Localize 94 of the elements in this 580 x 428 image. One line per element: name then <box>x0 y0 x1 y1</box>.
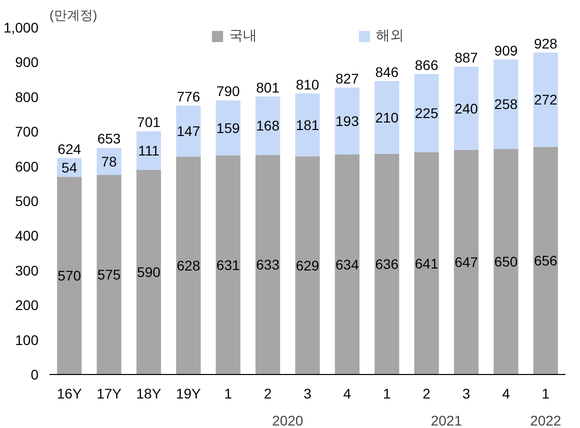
y-tick-label: 0 <box>30 366 39 382</box>
data-label: 629 <box>296 257 320 274</box>
bar <box>96 148 122 175</box>
bar <box>334 154 360 374</box>
data-label: 168 <box>256 118 280 134</box>
total-label: 909 <box>494 42 518 58</box>
data-label: 631 <box>216 257 240 274</box>
y-tick-label: 900 <box>15 54 39 70</box>
x-tick-label: 1 <box>382 386 391 402</box>
data-label: 647 <box>454 254 478 270</box>
data-label: 636 <box>375 256 399 272</box>
legend-label: 국내 <box>229 27 257 45</box>
bar <box>57 176 82 374</box>
x-tick-label: 3 <box>462 386 470 402</box>
data-label: 159 <box>216 120 240 136</box>
total-label: 866 <box>414 56 438 73</box>
data-label: 111 <box>138 142 160 159</box>
bar <box>374 80 400 154</box>
bar <box>374 154 400 374</box>
data-label: 258 <box>494 96 518 112</box>
bar <box>256 154 280 374</box>
total-label: 801 <box>256 79 280 96</box>
data-label: 575 <box>97 266 121 283</box>
x-tick-label: 1 <box>224 386 232 402</box>
total-label: 624 <box>58 140 82 157</box>
data-label: 147 <box>176 123 200 140</box>
bar <box>136 170 162 374</box>
bar <box>414 74 439 152</box>
legend-label: 해외 <box>376 27 404 45</box>
bar <box>494 148 518 374</box>
data-label: 193 <box>336 113 360 130</box>
bar <box>533 52 558 147</box>
data-label: 641 <box>414 255 438 272</box>
total-label: 653 <box>97 130 121 147</box>
data-label: 78 <box>101 153 118 170</box>
bar <box>295 156 320 374</box>
bar <box>136 131 162 170</box>
total-label: 887 <box>454 50 478 66</box>
text: 2020 <box>272 412 304 428</box>
x-tick-label: 18Y <box>136 386 162 402</box>
data-label: 54 <box>62 159 78 176</box>
data-label: 633 <box>256 256 280 273</box>
bar <box>216 156 240 374</box>
data-label: 225 <box>414 105 438 122</box>
bar <box>494 59 518 149</box>
bar <box>176 156 201 374</box>
bar <box>334 88 360 154</box>
data-label: 570 <box>58 268 82 284</box>
total-label: 776 <box>176 88 200 104</box>
bar <box>216 100 240 156</box>
y-tick-label: 200 <box>15 297 39 314</box>
text: 2022 <box>530 412 562 428</box>
x-tick-label: 4 <box>502 386 510 402</box>
y-axis-title: (만계정) <box>50 8 98 22</box>
y-tick-label: 600 <box>15 158 39 174</box>
x-tick-label: 2 <box>422 386 431 402</box>
bar <box>176 106 201 157</box>
x-tick-label: 17Y <box>96 386 122 402</box>
bar <box>533 146 558 374</box>
bar <box>256 96 280 155</box>
y-tick-label: 800 <box>15 88 39 105</box>
data-label: 272 <box>534 92 558 108</box>
data-label: 628 <box>176 258 200 274</box>
text: 2021 <box>430 412 462 428</box>
x-tick-label: 3 <box>304 386 312 402</box>
x-tick-label: 4 <box>343 386 352 402</box>
total-label: 928 <box>534 35 558 52</box>
bar <box>454 66 479 150</box>
data-label: 650 <box>494 254 518 270</box>
y-tick-label: 400 <box>15 228 39 244</box>
bar <box>96 174 122 374</box>
x-tick-label: 1 <box>542 386 550 402</box>
x-tick-label: 2 <box>264 386 272 402</box>
total-label: 810 <box>296 76 320 92</box>
bar <box>454 150 479 374</box>
total-label: 790 <box>216 83 240 100</box>
data-label: 590 <box>137 264 161 280</box>
data-label: 210 <box>375 109 399 126</box>
data-label: 634 <box>336 256 360 272</box>
y-tick-label: 700 <box>15 124 39 140</box>
x-tick-label: 19Y <box>176 386 202 402</box>
y-tick-label: 300 <box>15 262 39 278</box>
data-label: 240 <box>454 100 478 116</box>
y-tick-label: 500 <box>15 193 39 209</box>
bar <box>295 93 320 156</box>
bar <box>414 152 439 374</box>
total-label: 846 <box>375 64 399 80</box>
data-label: 656 <box>534 252 558 269</box>
total-label: 827 <box>336 70 360 86</box>
x-tick-label: 16Y <box>56 386 82 402</box>
data-label: 181 <box>296 116 320 133</box>
total-label: 701 <box>137 114 161 130</box>
y-tick-label: 1,000 <box>3 20 39 36</box>
y-tick-label: 100 <box>15 332 39 348</box>
